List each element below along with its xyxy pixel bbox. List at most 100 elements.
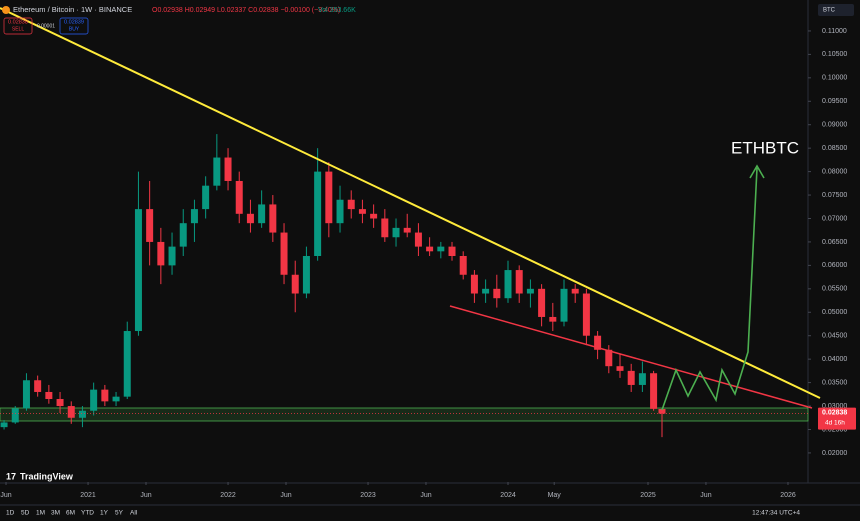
x-tick-label: 2022	[220, 492, 236, 499]
candle-body	[560, 288, 568, 322]
range-button[interactable]: 1D	[6, 510, 15, 517]
x-tick-label: 2025	[640, 492, 656, 499]
candle	[403, 213, 411, 238]
candle	[168, 232, 176, 275]
candle	[426, 237, 434, 257]
trend-line	[449, 305, 813, 409]
candle	[493, 274, 501, 308]
y-tick-label: 0.09000	[822, 122, 847, 129]
candle	[650, 370, 658, 411]
candle-body	[392, 227, 400, 238]
y-tick-label: 0.11000	[822, 28, 847, 35]
candle-body	[638, 373, 646, 385]
range-button[interactable]: 1Y	[100, 510, 109, 517]
candle-body	[658, 408, 666, 414]
candle	[571, 284, 579, 303]
candle-body	[78, 410, 86, 418]
annotation: ETHBTC	[731, 138, 799, 157]
clock: 12:47:34 UTC+4	[752, 510, 800, 517]
candle-body	[605, 349, 613, 367]
candle-body	[67, 406, 75, 418]
candle	[213, 134, 221, 191]
candle	[414, 223, 422, 257]
currency-box[interactable]	[818, 4, 854, 16]
candle	[347, 190, 355, 219]
candle	[0, 420, 8, 430]
candle	[11, 406, 19, 424]
candle	[78, 406, 86, 428]
sell-price[interactable]: 0.02838	[8, 19, 28, 25]
candle	[235, 171, 243, 224]
buy-label[interactable]: BUY	[69, 26, 80, 32]
candle-body	[190, 209, 198, 224]
candle	[112, 391, 120, 407]
buy-price[interactable]: 0.02839	[64, 19, 84, 25]
candle-body	[381, 218, 389, 238]
candle	[627, 363, 635, 392]
range-button[interactable]: All	[130, 510, 138, 517]
candle	[605, 345, 613, 374]
range-button[interactable]: 6M	[66, 510, 75, 517]
candle	[157, 227, 165, 285]
candle-body	[650, 373, 658, 409]
support-zone	[0, 407, 809, 422]
range-button[interactable]: YTD	[81, 510, 94, 517]
candle-body	[358, 209, 366, 214]
candle	[538, 284, 546, 327]
candle-body	[504, 270, 512, 299]
y-tick-label: 0.10500	[822, 51, 847, 58]
projection-path	[661, 167, 758, 411]
buy-button[interactable]	[59, 17, 89, 35]
range-button[interactable]: 5Y	[115, 510, 124, 517]
candle-body	[616, 366, 624, 371]
candle-body	[582, 293, 590, 336]
x-tick-label: Jun	[420, 492, 431, 499]
sell-label[interactable]: SELL	[12, 26, 24, 32]
candle-body	[526, 288, 534, 294]
candle-body	[403, 227, 411, 233]
candle-body	[448, 246, 456, 257]
candle-body	[314, 171, 322, 257]
symbol-icon	[2, 6, 10, 14]
candle-body	[0, 422, 8, 428]
candle-body	[22, 380, 30, 409]
sell-button[interactable]	[3, 17, 33, 35]
x-tick-label: Jun	[0, 492, 11, 499]
candle-body	[112, 396, 120, 402]
volume: Vol 353.66K	[318, 7, 356, 14]
x-tick-label: Jun	[140, 492, 151, 499]
y-tick-label: 0.05000	[822, 309, 847, 316]
x-tick-label: 2024	[500, 492, 516, 499]
logo: TradingView	[20, 471, 74, 481]
candle-body	[134, 209, 142, 332]
candle	[22, 373, 30, 411]
currency[interactable]: BTC	[823, 8, 836, 14]
range-button[interactable]: 1M	[36, 510, 45, 517]
range-button[interactable]: 3M	[51, 510, 60, 517]
candle	[526, 279, 534, 308]
candle	[594, 331, 602, 360]
candle	[202, 176, 210, 219]
candle	[470, 270, 478, 303]
y-tick-label: 0.05500	[822, 286, 847, 293]
candle-body	[627, 370, 635, 385]
range-button[interactable]: 5D	[21, 510, 30, 517]
axis: 0.02000 0.02500 0.03000 0.03500 0.04000 0.045…	[0, 28, 856, 499]
candle	[392, 218, 400, 247]
y-tick-label: 0.09500	[822, 98, 847, 105]
y-tick-label: 0.03500	[822, 379, 847, 386]
candle	[269, 195, 277, 242]
candle-body	[101, 389, 109, 402]
candle	[448, 241, 456, 261]
candle-body	[258, 204, 266, 224]
candle	[459, 251, 467, 280]
candle	[56, 391, 64, 414]
candle-body	[470, 274, 478, 294]
candle	[482, 279, 490, 303]
header: Ethereum / Bitcoin · 1W · BINANCE O0.029…	[2, 4, 854, 481]
candle	[123, 321, 131, 400]
candle-body	[34, 380, 42, 392]
countdown: 4d 16h	[825, 419, 845, 426]
